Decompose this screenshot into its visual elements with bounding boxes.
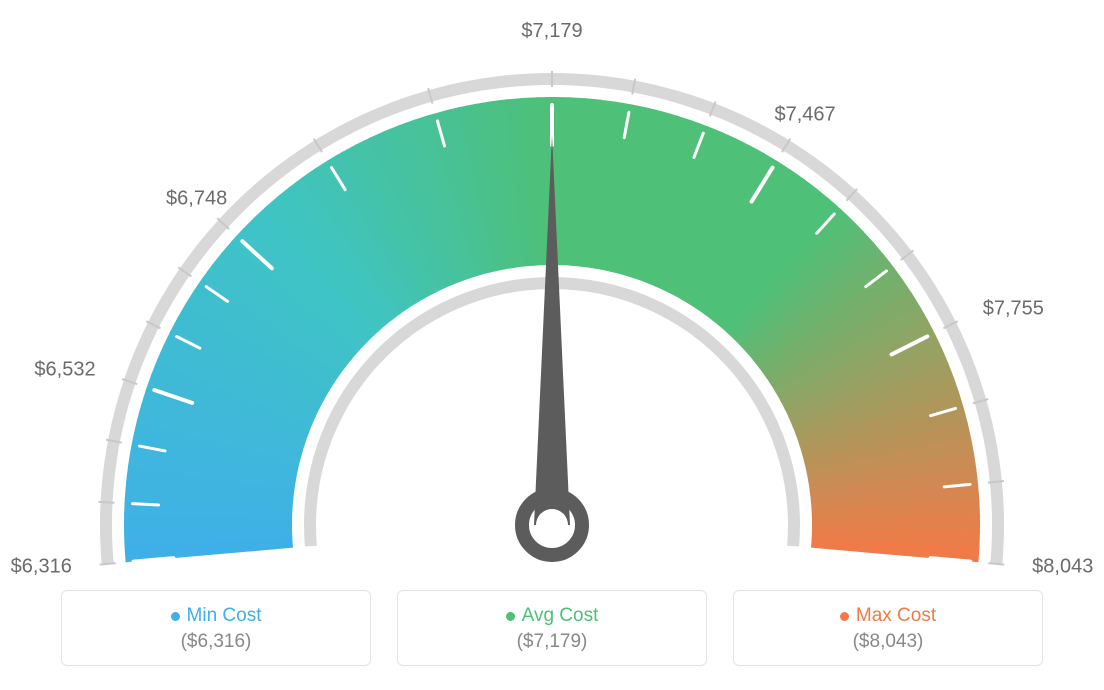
legend-title-max: Max Cost — [840, 605, 936, 627]
legend-title-min: Min Cost — [171, 605, 262, 627]
gauge-scale-label: $7,179 — [521, 20, 582, 43]
legend-title-text: Max Cost — [856, 605, 936, 627]
legend-card-max: Max Cost ($8,043) — [733, 590, 1043, 666]
legend-title-avg: Avg Cost — [506, 605, 599, 627]
gauge-scale-label: $7,467 — [774, 103, 835, 126]
gauge-scale-label: $6,748 — [166, 188, 227, 211]
dot-icon — [506, 612, 515, 621]
legend-card-avg: Avg Cost ($7,179) — [397, 590, 707, 666]
gauge-scale-label: $8,043 — [1032, 556, 1093, 579]
legend-value-avg: ($7,179) — [398, 631, 706, 653]
legend-title-text: Avg Cost — [522, 605, 599, 627]
legend-title-text: Min Cost — [187, 605, 262, 627]
dot-icon — [171, 612, 180, 621]
gauge-scale-label: $7,755 — [983, 297, 1044, 320]
gauge-scale-label: $6,316 — [11, 556, 72, 579]
gauge-area: $6,316$6,532$6,748$7,179$7,467$7,755$8,0… — [20, 20, 1084, 580]
legend-row: Min Cost ($6,316) Avg Cost ($7,179) Max … — [20, 590, 1084, 666]
dot-icon — [840, 612, 849, 621]
gauge-scale-label: $6,532 — [34, 359, 95, 382]
legend-card-min: Min Cost ($6,316) — [61, 590, 371, 666]
legend-value-min: ($6,316) — [62, 631, 370, 653]
cost-gauge-chart: $6,316$6,532$6,748$7,179$7,467$7,755$8,0… — [20, 20, 1084, 666]
legend-value-max: ($8,043) — [734, 631, 1042, 653]
gauge-svg — [20, 20, 1084, 580]
